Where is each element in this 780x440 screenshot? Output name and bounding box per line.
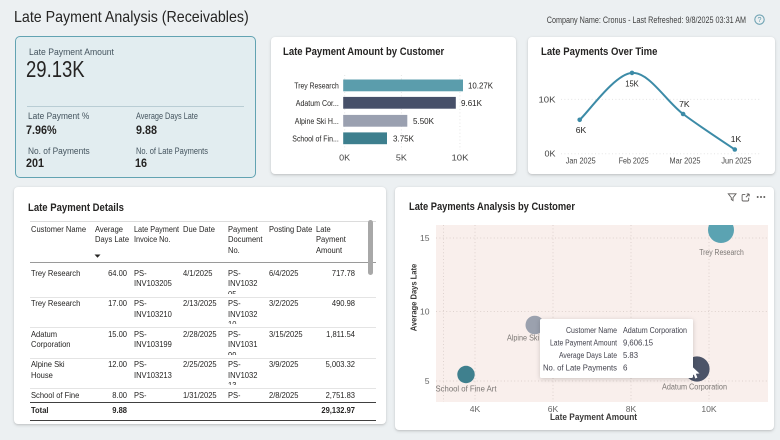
svg-text:Jun 2025: Jun 2025 <box>721 156 751 166</box>
svg-text:Trey Research: Trey Research <box>294 81 339 91</box>
svg-text:15K: 15K <box>625 79 639 89</box>
svg-text:Late Payment Amount: Late Payment Amount <box>550 339 618 348</box>
svg-text:10K: 10K <box>701 404 717 414</box>
svg-text:10K: 10K <box>452 153 469 163</box>
svg-text:Average Days Late: Average Days Late <box>559 351 617 360</box>
svg-text:Jan 2025: Jan 2025 <box>566 156 596 166</box>
svg-text:9,606.15: 9,606.15 <box>623 339 654 348</box>
svg-text:10: 10 <box>420 307 430 317</box>
svg-text:No. of Late Payments: No. of Late Payments <box>543 364 617 373</box>
svg-text:Mar 2025: Mar 2025 <box>670 156 701 166</box>
svg-text:5.50K: 5.50K <box>413 116 434 126</box>
svg-text:5: 5 <box>425 376 430 386</box>
svg-text:Alpine Ski House: Alpine Ski House <box>507 333 562 343</box>
svg-text:Average Days Late: Average Days Late <box>409 264 419 332</box>
svg-text:Adatum Corporation: Adatum Corporation <box>662 382 727 392</box>
svg-text:Trey Research: Trey Research <box>699 247 744 257</box>
svg-text:5.83: 5.83 <box>623 351 639 360</box>
svg-text:7K: 7K <box>679 99 690 109</box>
svg-text:5K: 5K <box>396 153 407 163</box>
svg-text:Customer Name: Customer Name <box>566 326 617 335</box>
svg-text:1K: 1K <box>731 134 742 144</box>
svg-text:9.61K: 9.61K <box>461 98 482 108</box>
svg-text:0K: 0K <box>545 149 556 159</box>
svg-text:School of Fine Art: School of Fine Art <box>436 384 498 394</box>
svg-text:Alpine Ski H...: Alpine Ski H... <box>295 116 339 126</box>
svg-text:Feb 2025: Feb 2025 <box>619 156 649 166</box>
svg-text:6K: 6K <box>576 125 587 135</box>
svg-text:10K: 10K <box>539 94 556 104</box>
svg-text:0K: 0K <box>339 153 350 163</box>
svg-text:Late Payment Amount: Late Payment Amount <box>550 412 637 422</box>
svg-text:?: ? <box>758 15 762 24</box>
svg-text:6: 6 <box>623 364 628 373</box>
svg-text:Adatum Cor...: Adatum Cor... <box>296 98 339 108</box>
svg-text:10.27K: 10.27K <box>468 81 493 91</box>
svg-text:School of Fin...: School of Fin... <box>292 133 339 143</box>
svg-text:4K: 4K <box>470 404 481 414</box>
svg-text:15: 15 <box>420 233 430 243</box>
svg-text:8K: 8K <box>626 404 637 414</box>
svg-text:Adatum Corporation: Adatum Corporation <box>623 326 687 335</box>
svg-text:6K: 6K <box>548 404 559 414</box>
svg-text:3.75K: 3.75K <box>393 133 414 143</box>
